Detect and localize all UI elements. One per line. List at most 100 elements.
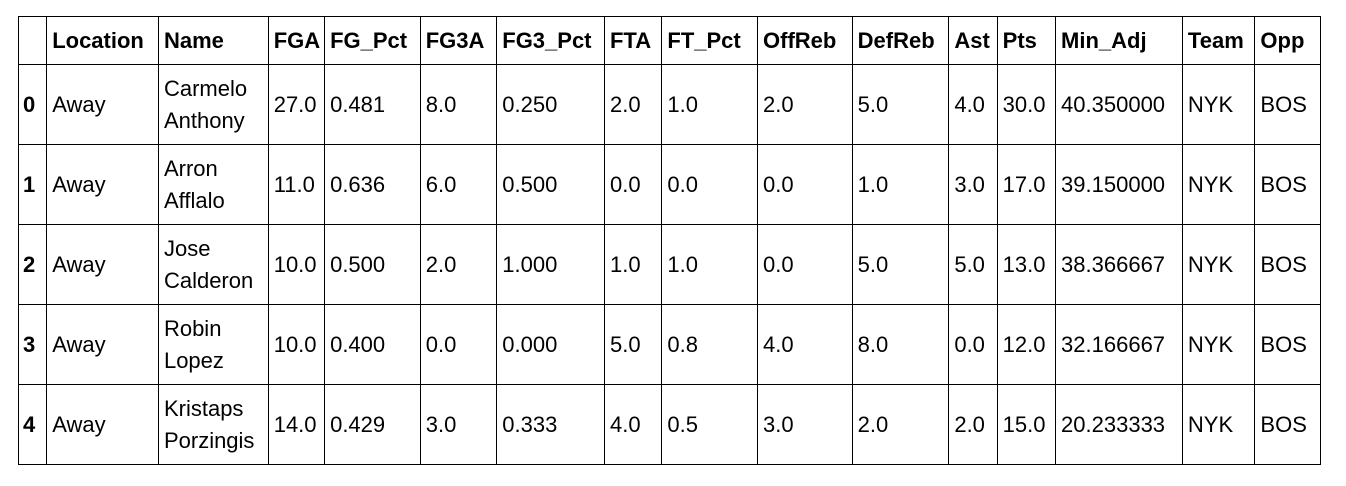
cell-opp: BOS xyxy=(1254,64,1321,145)
cell-team: NYK xyxy=(1181,304,1256,385)
cell-min-adj: 40.350000 xyxy=(1055,64,1183,145)
table-row: 2 Away Jose Calderon 10.0 0.500 2.0 1.000 1.0 1.0… xyxy=(17,224,1321,305)
cell-fga: 14.0 xyxy=(267,384,326,465)
cell-fga: 10.0 xyxy=(267,224,326,305)
cell-name: Arron Afflalo xyxy=(157,144,269,225)
column-header-pts: Pts xyxy=(996,16,1057,65)
cell-fg3-pct: 1.000 xyxy=(496,224,605,305)
cell-fga: 10.0 xyxy=(267,304,326,385)
row-index: 0 xyxy=(17,64,48,145)
name-line: Anthony xyxy=(163,107,245,133)
cell-defreb: 8.0 xyxy=(851,304,950,385)
name-line: Jose xyxy=(163,235,211,261)
cell-name: Jose Calderon xyxy=(157,224,269,305)
cell-team: NYK xyxy=(1181,384,1256,465)
cell-ast: 2.0 xyxy=(948,384,998,465)
cell-ast: 3.0 xyxy=(948,144,998,225)
name-line: Calderon xyxy=(163,267,254,293)
cell-fg3a: 0.0 xyxy=(419,304,498,385)
cell-min-adj: 32.166667 xyxy=(1055,304,1183,385)
cell-fg3a: 8.0 xyxy=(419,64,498,145)
name-line: Robin xyxy=(163,315,222,341)
cell-min-adj: 39.150000 xyxy=(1055,144,1183,225)
cell-fg3-pct: 0.250 xyxy=(496,64,605,145)
cell-fga: 27.0 xyxy=(267,64,326,145)
cell-fg-pct: 0.636 xyxy=(324,144,421,225)
column-header-defreb: DefReb xyxy=(851,16,950,65)
cell-offreb: 0.0 xyxy=(757,144,853,225)
cell-pts: 12.0 xyxy=(996,304,1057,385)
cell-fg3a: 6.0 xyxy=(419,144,498,225)
cell-name: Kristaps Porzingis xyxy=(157,384,269,465)
header-row: Location Name FGA FG_Pct FG3A FG3_Pct FTA FT_Pc… xyxy=(17,16,1321,65)
cell-fta: 4.0 xyxy=(603,384,663,465)
cell-location: Away xyxy=(46,384,159,465)
cell-ft-pct: 1.0 xyxy=(661,224,759,305)
cell-fg3-pct: 0.500 xyxy=(496,144,605,225)
name-line: Carmelo xyxy=(163,75,248,101)
name-line: Lopez xyxy=(163,347,224,373)
cell-fg3-pct: 0.000 xyxy=(496,304,605,385)
cell-opp: BOS xyxy=(1254,144,1321,225)
cell-defreb: 5.0 xyxy=(851,64,950,145)
column-header-fga: FGA xyxy=(267,16,326,65)
cell-offreb: 0.0 xyxy=(757,224,853,305)
cell-fg-pct: 0.500 xyxy=(324,224,421,305)
cell-min-adj: 38.366667 xyxy=(1055,224,1183,305)
cell-ft-pct: 0.8 xyxy=(661,304,759,385)
column-header-fta: FTA xyxy=(603,16,663,65)
cell-offreb: 3.0 xyxy=(757,384,853,465)
cell-opp: BOS xyxy=(1254,384,1321,465)
cell-team: NYK xyxy=(1181,224,1256,305)
cell-min-adj: 20.233333 xyxy=(1055,384,1183,465)
cell-team: NYK xyxy=(1181,64,1256,145)
name-line: Afflalo xyxy=(163,187,225,213)
column-header-min-adj: Min_Adj xyxy=(1055,16,1183,65)
cell-fg-pct: 0.429 xyxy=(324,384,421,465)
cell-location: Away xyxy=(46,64,159,145)
player-stats-table: Location Name FGA FG_Pct FG3A FG3_Pct FTA FT_Pc… xyxy=(17,16,1321,465)
cell-fg3-pct: 0.333 xyxy=(496,384,605,465)
cell-fta: 0.0 xyxy=(603,144,663,225)
name-line: Arron xyxy=(163,155,218,181)
cell-location: Away xyxy=(46,304,159,385)
cell-ast: 5.0 xyxy=(948,224,998,305)
cell-offreb: 4.0 xyxy=(757,304,853,385)
table-row: 3 Away Robin Lopez 10.0 0.400 0.0 0.000 5.0 0.8 4.… xyxy=(17,304,1321,385)
cell-opp: BOS xyxy=(1254,304,1321,385)
cell-fg3a: 3.0 xyxy=(419,384,498,465)
cell-fga: 11.0 xyxy=(267,144,326,225)
column-header-fg-pct: FG_Pct xyxy=(324,16,421,65)
column-header-fg3-pct: FG3_Pct xyxy=(496,16,605,65)
cell-location: Away xyxy=(46,224,159,305)
cell-pts: 13.0 xyxy=(996,224,1057,305)
cell-team: NYK xyxy=(1181,144,1256,225)
cell-ast: 0.0 xyxy=(948,304,998,385)
column-header-ast: Ast xyxy=(948,16,998,65)
table-header: Location Name FGA FG_Pct FG3A FG3_Pct FTA FT_Pc… xyxy=(17,16,1321,65)
column-header-opp: Opp xyxy=(1254,16,1321,65)
cell-fg-pct: 0.400 xyxy=(324,304,421,385)
table-row: 0 Away Carmelo Anthony 27.0 0.481 8.0 0.250 2.0 1… xyxy=(17,64,1321,145)
cell-pts: 17.0 xyxy=(996,144,1057,225)
column-header-location: Location xyxy=(46,16,159,65)
cell-pts: 30.0 xyxy=(996,64,1057,145)
table-row: 1 Away Arron Afflalo 11.0 0.636 6.0 0.500 0.0 0.0… xyxy=(17,144,1321,225)
table-row: 4 Away Kristaps Porzingis 14.0 0.429 3.0 0.333 4… xyxy=(17,384,1321,465)
cell-defreb: 5.0 xyxy=(851,224,950,305)
row-index: 1 xyxy=(17,144,48,225)
cell-defreb: 1.0 xyxy=(851,144,950,225)
row-index: 3 xyxy=(17,304,48,385)
cell-fta: 2.0 xyxy=(603,64,663,145)
column-header-name: Name xyxy=(157,16,269,65)
name-line: Kristaps xyxy=(163,395,244,421)
cell-name: Carmelo Anthony xyxy=(157,64,269,145)
cell-fg-pct: 0.481 xyxy=(324,64,421,145)
row-index: 2 xyxy=(17,224,48,305)
cell-pts: 15.0 xyxy=(996,384,1057,465)
cell-defreb: 2.0 xyxy=(851,384,950,465)
column-header-fg3a: FG3A xyxy=(419,16,498,65)
cell-ft-pct: 0.0 xyxy=(661,144,759,225)
cell-location: Away xyxy=(46,144,159,225)
cell-fta: 1.0 xyxy=(603,224,663,305)
